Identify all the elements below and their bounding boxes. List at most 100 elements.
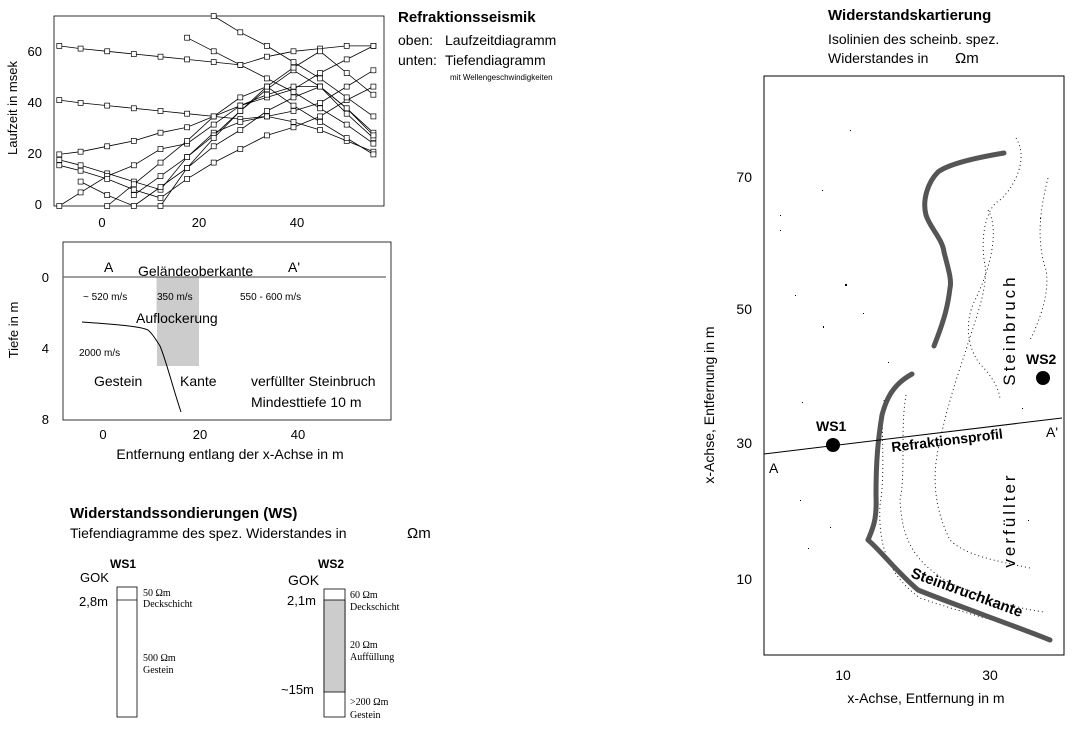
mapping-section: Widerstandskartierung Isolinien des sche…: [701, 7, 1065, 706]
map-xticks: 10 30: [835, 667, 998, 683]
depth-yticks: 0 4 8: [42, 270, 49, 427]
traveltime-point: [157, 159, 164, 166]
refraction-top-label: oben:: [398, 32, 433, 48]
traveltime-point: [77, 178, 84, 185]
map-label-a: A: [769, 460, 779, 476]
sounding-unit: Ωm: [407, 525, 431, 542]
depth-rock-label: Gestein: [94, 373, 142, 389]
map-noise-dot: [863, 313, 864, 314]
traveltime-point: [343, 105, 350, 112]
refraction-top-text: Laufzeitdiagramm: [445, 32, 556, 48]
map-quarry-word: Steinbruch: [1000, 274, 1019, 385]
map-noise-dot: [1040, 218, 1041, 219]
map-xtick: 30: [982, 667, 998, 683]
traveltime-point: [184, 138, 190, 144]
ws2-l2: Auffüllung: [350, 652, 394, 663]
map-noise-dot: [795, 295, 796, 296]
map-ytick: 30: [736, 435, 752, 451]
depth-label-a: A: [104, 259, 114, 275]
traveltime-point: [130, 138, 137, 144]
traveltime-point: [56, 157, 63, 163]
traveltime-point: [157, 184, 164, 190]
traveltime-point: [157, 203, 164, 209]
traveltime-point: [237, 29, 244, 36]
traveltime-point: [210, 159, 217, 166]
traveltime-point: [264, 113, 270, 120]
ws2-column: WS2 GOK 2,1m ~15m 60 Ωm Deckschicht 20 Ω…: [281, 557, 400, 721]
ws2-r2: 20 Ωm: [350, 640, 378, 651]
traveltime-point: [130, 181, 137, 188]
mapping-unit: Ωm: [955, 50, 979, 67]
depth-chart: Tiefe in m 0 4 8 0 20 40 Entfernung entl…: [6, 241, 392, 462]
traveltime-point: [210, 143, 217, 150]
depth-xtick: 40: [291, 427, 305, 442]
map-noise-dot: [1028, 520, 1029, 521]
traveltime-point: [104, 48, 111, 55]
quarry-edge-lower: [865, 371, 1053, 643]
depth-plot-frame: [62, 241, 392, 421]
map-noise-dot: [830, 527, 831, 528]
traveltime-point: [77, 100, 84, 106]
depth-xlabel: Entfernung entlang der x-Achse in m: [116, 446, 343, 462]
traveltime-point: [77, 162, 84, 169]
traveltime-point: [264, 108, 270, 114]
traveltime-point: [317, 48, 323, 55]
traveltime-ytick: 60: [28, 44, 42, 59]
traveltime-series-line: [186, 37, 374, 144]
sounding-subtitle: Tiefendiagramme des spez. Widerstandes i…: [70, 525, 347, 541]
traveltime-chart: Laufzeit in msek 0 20 40 60 0 20 40: [5, 13, 385, 230]
traveltime-point: [184, 124, 190, 131]
traveltime-point: [104, 143, 111, 150]
traveltime-point: [370, 91, 377, 98]
traveltime-yticks: 0 20 40 60: [28, 44, 42, 212]
sounding-section: Widerstandssondierungen (WS) Tiefendiagr…: [70, 505, 431, 721]
traveltime-point: [317, 75, 323, 82]
traveltime-point: [317, 113, 323, 120]
map-noise-dot: [850, 130, 851, 131]
traveltime-point: [56, 151, 63, 158]
traveltime-point: [237, 102, 244, 109]
map-isolines: [879, 137, 1049, 633]
depth-surface-label: Geländeoberkante: [138, 263, 253, 279]
quarry-edge-upper: [922, 150, 1007, 349]
traveltime-point: [237, 119, 244, 125]
traveltime-point: [104, 176, 111, 182]
map-ytick: 50: [736, 301, 752, 317]
ws2-l1: Deckschicht: [350, 602, 400, 613]
traveltime-point: [343, 121, 350, 128]
traveltime-point: [56, 203, 63, 209]
traveltime-point: [210, 59, 217, 65]
map-ws2-label: WS2: [1026, 351, 1057, 367]
map-noise: [780, 130, 1041, 549]
traveltime-point: [184, 165, 190, 171]
depth-ytick: 8: [42, 412, 49, 427]
depth-velocity-1: ~ 520 m/s: [83, 292, 127, 303]
map-noise-dot: [823, 326, 824, 328]
map-noise-dot: [1022, 408, 1023, 409]
traveltime-point: [210, 48, 217, 55]
map-ws2-point: [1036, 371, 1050, 385]
map-noise-dot: [802, 402, 803, 403]
traveltime-point: [130, 186, 137, 193]
traveltime-point: [210, 113, 217, 120]
map-isoline: [899, 394, 1045, 613]
traveltime-point: [56, 43, 63, 49]
traveltime-point: [343, 70, 350, 76]
depth-edge-label: Kante: [180, 373, 217, 389]
traveltime-point: [264, 75, 270, 82]
traveltime-point: [56, 97, 63, 103]
traveltime-point: [210, 135, 217, 141]
map-label-a-prime: A': [1046, 424, 1058, 440]
traveltime-point: [237, 108, 244, 114]
traveltime-point: [130, 192, 137, 198]
map-ylabel: x-Achse, Entfernung in m: [701, 326, 717, 483]
traveltime-point: [157, 108, 164, 114]
map-noise-dot: [888, 362, 889, 363]
depth-ylabel: Tiefe in m: [6, 302, 21, 359]
traveltime-point: [77, 45, 84, 52]
traveltime-point: [104, 102, 111, 109]
traveltime-point: [210, 121, 217, 128]
traveltime-point: [104, 203, 111, 209]
traveltime-point: [130, 51, 137, 57]
mapping-title: Widerstandskartierung: [828, 7, 991, 24]
